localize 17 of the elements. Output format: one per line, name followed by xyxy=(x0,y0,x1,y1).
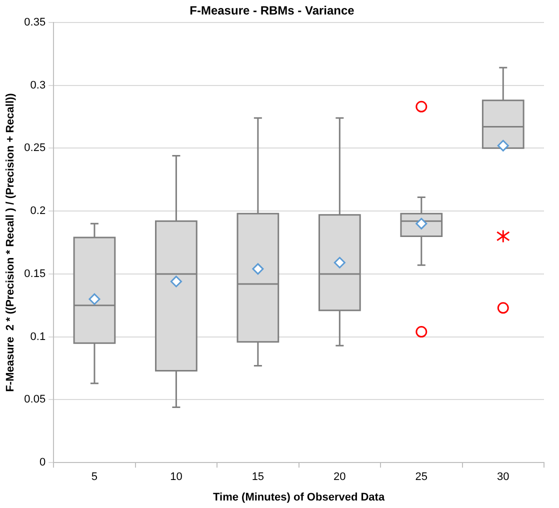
y-tick-label: 0.35 xyxy=(24,16,46,28)
y-tick-label: 0 xyxy=(39,456,46,469)
y-tick-label: 0.1 xyxy=(30,330,46,343)
x-tick-label: 30 xyxy=(497,471,510,484)
x-tick-label: 5 xyxy=(91,471,98,484)
x-tick-label: 15 xyxy=(252,471,264,484)
y-tick-label: 0.2 xyxy=(30,205,46,218)
x-tick-label: 25 xyxy=(415,471,428,484)
y-tick-label: 0.15 xyxy=(24,268,46,280)
y-tick-label: 0.3 xyxy=(30,79,46,92)
chart-title: F-Measure - RBMs - Variance xyxy=(190,4,355,18)
y-tick-label: 0.25 xyxy=(24,142,46,154)
x-tick-label: 20 xyxy=(334,471,346,484)
y-axis-title: F-Measure 2 * ((Precision * Recall ) / (Precision + Recall)) xyxy=(4,92,17,392)
x-axis-title: Time (Minutes) of Observed Data xyxy=(213,491,386,504)
y-tick-label: 0.05 xyxy=(24,394,46,406)
x-tick-label: 10 xyxy=(170,471,182,484)
